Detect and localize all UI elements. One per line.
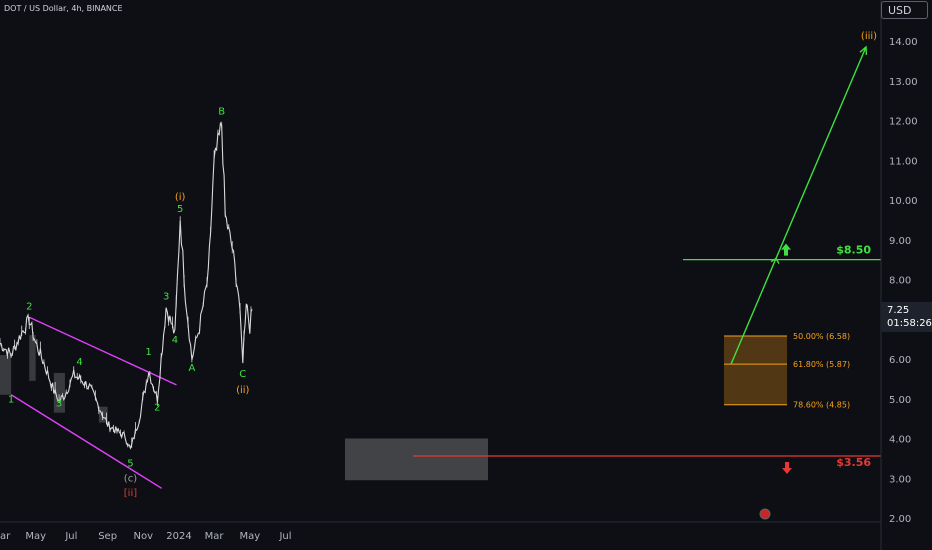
x-tick-label: May [25,531,46,542]
wave-label: 3 [163,291,169,302]
x-tick-label: 2024 [166,531,191,542]
x-tick-label: Mar [205,531,225,542]
wave-label: (ii) [236,385,249,396]
x-tick-label: Sep [98,531,117,542]
wave-label: (c) [124,473,137,484]
channel-upper-line [28,316,177,386]
last-price-tag: 7.25 01:58:26 [881,302,932,332]
wave-label: 1 [8,395,14,406]
y-tick-label: 13.00 [889,77,918,88]
fib-level-label: 50.00% (6.58) [793,332,850,341]
bar-countdown: 01:58:26 [887,318,932,329]
x-tick-label: Nov [134,531,154,542]
fib-retracement-zone [724,335,787,405]
projection-arrowhead [859,45,868,55]
x-tick-label: ar [0,531,11,542]
channel-lower-line [10,394,163,489]
wave-ii-zone [345,438,488,481]
y-tick-label: 11.00 [889,156,918,167]
currency-selector[interactable]: USD [881,1,928,19]
wave-label: 5 [177,204,183,215]
consolidation-box [53,372,65,413]
y-tick-label: 4.00 [889,435,911,446]
wave-label: (iii) [861,31,877,42]
x-tick-label: Jul [64,531,77,542]
fib-level-label: 61.80% (5.87) [793,360,850,369]
arrow-up-icon [781,243,791,256]
consolidation-box [98,406,108,423]
wave-label: 1 [145,347,151,358]
price-series [0,121,253,450]
projection-line [730,46,867,365]
wave-label: 2 [26,301,32,312]
crossing-arrowhead [770,257,780,264]
y-tick-label: 5.00 [889,395,911,406]
wave-label: (i) [175,192,186,203]
event-marker-icon [759,508,771,520]
wave-label: A [188,363,195,374]
y-tick-label: 8.00 [889,276,911,287]
wave-label: 2 [154,403,160,414]
target-label: $8.50 [836,244,871,257]
consolidation-box [0,355,12,395]
price-axis-panel [881,0,932,550]
x-tick-label: Jul [278,531,291,542]
last-price: 7.25 [887,305,910,316]
consolidation-box [29,335,36,381]
wave-label: 4 [76,357,82,368]
y-tick-label: 14.00 [889,37,918,48]
y-tick-label: 9.00 [889,236,911,247]
x-tick-label: May [239,531,260,542]
y-tick-label: 10.00 [889,196,918,207]
target-label: $3.56 [836,456,871,469]
wave-label: 5 [127,458,133,469]
wave-label: B [218,107,225,118]
fib-level-label: 78.60% (4.85) [793,401,850,410]
y-tick-label: 3.00 [889,474,911,485]
wave-label: 4 [172,335,178,346]
wave-label: [ii] [124,488,137,499]
wave-label: C [239,369,246,380]
y-tick-label: 6.00 [889,355,911,366]
wave-label: 3 [56,399,62,410]
y-tick-label: 12.00 [889,117,918,128]
arrow-down-icon [782,461,792,474]
chart-title: DOT / US Dollar, 4h, BINANCE [4,4,123,13]
y-tick-label: 2.00 [889,514,911,525]
